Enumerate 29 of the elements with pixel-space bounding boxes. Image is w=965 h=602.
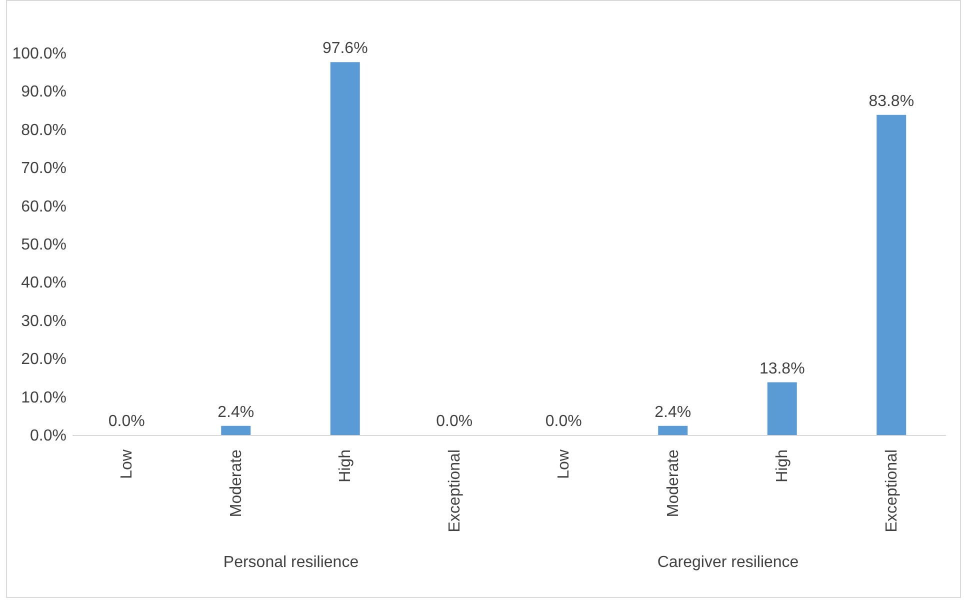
x-tick-label: Low: [118, 449, 136, 479]
y-tick-label: 0.0%: [30, 428, 66, 444]
y-tick-label: 50.0%: [21, 236, 66, 254]
x-tick-label: Exceptional: [883, 450, 900, 532]
data-label: 13.8%: [759, 360, 805, 378]
data-label: 97.6%: [322, 40, 368, 58]
y-tick-label: 100.0%: [12, 46, 66, 62]
y-tick-label: 20.0%: [21, 351, 66, 368]
y-tick-label: 10.0%: [21, 389, 66, 406]
data-label: 83.8%: [868, 92, 914, 110]
data-label: 2.4%: [218, 404, 254, 421]
y-tick-label: 90.0%: [21, 84, 66, 101]
data-label: 2.4%: [654, 404, 692, 421]
y-tick-label: 40.0%: [21, 274, 66, 292]
data-label: 0.0%: [108, 413, 145, 430]
x-axis-title: Caregiver resilience: [657, 554, 799, 572]
x-tick-label: High: [337, 450, 354, 482]
y-tick-label: 70.0%: [21, 160, 66, 178]
y-tick-label: 80.0%: [21, 122, 66, 139]
y-tick-label: 30.0%: [21, 312, 66, 330]
x-tick-label: Moderate: [228, 449, 245, 518]
x-tick-label: Low: [556, 449, 573, 479]
x-tick-label: High: [774, 450, 792, 482]
data-label: 0.0%: [545, 413, 582, 430]
x-tick-label: Exceptional: [446, 450, 464, 532]
y-tick-label: 60.0%: [21, 198, 66, 216]
x-axis-title: Personal resilience: [223, 554, 359, 572]
data-label: 0.0%: [436, 413, 473, 430]
x-tick-label: Moderate: [664, 449, 682, 518]
